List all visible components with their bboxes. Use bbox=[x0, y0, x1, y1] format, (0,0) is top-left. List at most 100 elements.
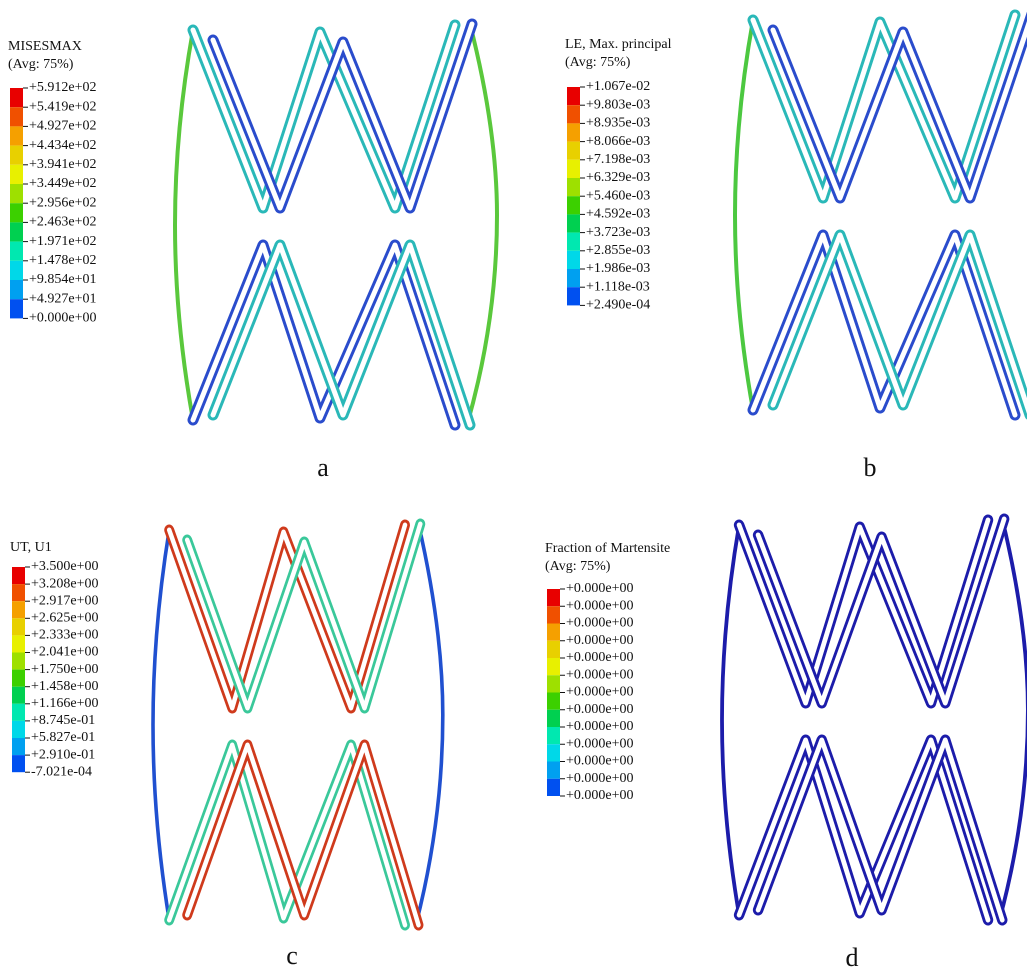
stent-a bbox=[175, 24, 497, 425]
legend-label: +2.917e+00 bbox=[31, 593, 99, 608]
legend-label: +2.490e-04 bbox=[586, 298, 650, 313]
legend-label: -7.021e-04 bbox=[31, 764, 92, 779]
legend-swatch bbox=[567, 160, 580, 178]
legend-label: +0.000e+00 bbox=[566, 754, 634, 769]
legend-label: +1.971e+02 bbox=[29, 234, 97, 249]
legend-swatch bbox=[10, 299, 23, 318]
legend-label: +5.460e-03 bbox=[586, 188, 650, 203]
legend-label: +2.855e-03 bbox=[586, 243, 650, 258]
legend-label: +4.927e+01 bbox=[29, 291, 97, 306]
legend-swatch bbox=[567, 87, 580, 105]
legend-swatch bbox=[547, 693, 560, 710]
legend-swatch bbox=[10, 242, 23, 261]
legend-swatch bbox=[547, 762, 560, 779]
legend-label: +0.000e+00 bbox=[29, 311, 97, 326]
legend-label: +0.000e+00 bbox=[566, 771, 634, 786]
legend-title: LE, Max. principal bbox=[565, 37, 672, 52]
panel-caption: d bbox=[846, 943, 859, 972]
legend-label: +3.500e+00 bbox=[31, 559, 99, 574]
legend-label: +0.000e+00 bbox=[566, 719, 634, 734]
legend-label: +0.000e+00 bbox=[566, 598, 634, 613]
legend-title: Fraction of Martensite bbox=[545, 541, 670, 556]
panel-caption: a bbox=[317, 453, 329, 482]
legend-swatch bbox=[12, 670, 25, 687]
legend-swatch bbox=[547, 744, 560, 761]
figure: MISESMAX(Avg: 75%)+5.912e+02+5.419e+02+4… bbox=[0, 0, 1027, 979]
legend-label: +8.935e-03 bbox=[586, 116, 650, 131]
legend-swatch bbox=[12, 601, 25, 618]
legend-swatch bbox=[567, 269, 580, 287]
legend-label: +1.986e-03 bbox=[586, 261, 650, 276]
legend-swatch bbox=[12, 618, 25, 635]
legend-swatch bbox=[567, 251, 580, 269]
legend-title: (Avg: 75%) bbox=[8, 57, 74, 72]
legend-swatch bbox=[567, 233, 580, 251]
legend-label: +0.000e+00 bbox=[566, 702, 634, 717]
legend-swatch bbox=[10, 146, 23, 165]
legend-label: +0.000e+00 bbox=[566, 685, 634, 700]
stent-b bbox=[735, 14, 1027, 415]
legend-label: +9.803e-03 bbox=[586, 97, 650, 112]
legend-swatch bbox=[10, 107, 23, 126]
legend-swatch bbox=[10, 280, 23, 299]
legend-swatch bbox=[547, 606, 560, 623]
legend-label: +7.198e-03 bbox=[586, 152, 650, 167]
panel-caption: b bbox=[864, 453, 877, 482]
legend-swatch bbox=[547, 658, 560, 675]
legend-label: +5.419e+02 bbox=[29, 99, 97, 114]
legend-label: +1.067e-02 bbox=[586, 79, 650, 94]
legend-swatch bbox=[567, 287, 580, 305]
legend-swatch bbox=[12, 721, 25, 738]
legend-label: +3.941e+02 bbox=[29, 157, 97, 172]
legend-label: +4.434e+02 bbox=[29, 138, 97, 153]
legend-label: +1.458e+00 bbox=[31, 679, 99, 694]
legend-label: +9.854e+01 bbox=[29, 272, 97, 287]
legend-label: +2.041e+00 bbox=[31, 645, 99, 660]
legend-label: +5.827e-01 bbox=[31, 730, 95, 745]
legend-label: +2.625e+00 bbox=[31, 611, 99, 626]
legend-swatch bbox=[547, 641, 560, 658]
legend-label: +3.208e+00 bbox=[31, 576, 99, 591]
legend-label: +0.000e+00 bbox=[566, 616, 634, 631]
legend-label: +1.478e+02 bbox=[29, 253, 97, 268]
legend-swatch bbox=[547, 710, 560, 727]
legend-swatch bbox=[547, 727, 560, 744]
legend-label: +4.592e-03 bbox=[586, 207, 650, 222]
legend-title: MISESMAX bbox=[8, 39, 82, 54]
legend-label: +1.750e+00 bbox=[31, 662, 99, 677]
legend-swatch bbox=[10, 184, 23, 203]
legend-label: +1.166e+00 bbox=[31, 696, 99, 711]
legend-swatch bbox=[10, 203, 23, 222]
legend-swatch bbox=[12, 584, 25, 601]
legend-swatch bbox=[547, 779, 560, 796]
legend-label: +0.000e+00 bbox=[566, 788, 634, 803]
legend-title: (Avg: 75%) bbox=[545, 559, 611, 574]
legend-swatch bbox=[547, 675, 560, 692]
legend-label: +2.956e+02 bbox=[29, 195, 97, 210]
legend-swatch bbox=[12, 567, 25, 584]
legend-swatch bbox=[10, 222, 23, 241]
legend-label: +0.000e+00 bbox=[566, 736, 634, 751]
legend-label: +2.463e+02 bbox=[29, 215, 97, 230]
legend-swatch bbox=[12, 738, 25, 755]
legend-swatch bbox=[567, 123, 580, 141]
legend-swatch bbox=[10, 261, 23, 280]
legend-swatch bbox=[12, 653, 25, 670]
legend-label: +0.000e+00 bbox=[566, 633, 634, 648]
legend-swatch bbox=[10, 165, 23, 184]
legend-label: +3.449e+02 bbox=[29, 176, 97, 191]
legend-swatch bbox=[10, 126, 23, 145]
legend-swatch bbox=[547, 624, 560, 641]
legend-label: +0.000e+00 bbox=[566, 667, 634, 682]
legend-label: +3.723e-03 bbox=[586, 225, 650, 240]
legend-swatch bbox=[567, 178, 580, 196]
legend-title: (Avg: 75%) bbox=[565, 55, 631, 70]
legend-label: +0.000e+00 bbox=[566, 581, 634, 596]
panel-caption: c bbox=[286, 941, 298, 970]
legend-label: +0.000e+00 bbox=[566, 650, 634, 665]
stent-c bbox=[153, 524, 443, 925]
legend-swatch bbox=[567, 214, 580, 232]
legend-swatch bbox=[567, 105, 580, 123]
stent-d bbox=[722, 519, 1027, 920]
legend-swatch bbox=[10, 88, 23, 107]
